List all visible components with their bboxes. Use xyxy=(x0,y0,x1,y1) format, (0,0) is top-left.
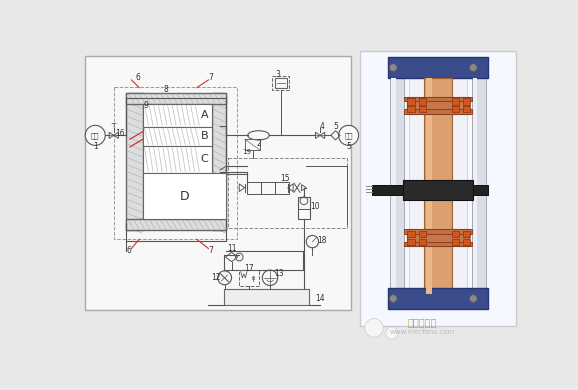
Text: 7: 7 xyxy=(208,246,213,255)
Text: 6: 6 xyxy=(135,73,140,82)
Text: 9: 9 xyxy=(144,101,149,110)
Bar xyxy=(275,182,288,194)
Bar xyxy=(462,106,470,112)
Text: ⊤: ⊤ xyxy=(110,123,117,129)
Bar xyxy=(452,239,460,245)
Circle shape xyxy=(85,125,105,145)
Bar xyxy=(261,182,275,194)
Bar xyxy=(473,184,488,195)
Bar xyxy=(126,93,143,230)
Bar xyxy=(212,93,226,230)
Bar xyxy=(388,288,488,309)
Bar xyxy=(452,106,460,112)
Bar xyxy=(244,139,260,150)
Text: www.elecfans.com: www.elecfans.com xyxy=(390,330,455,335)
Text: 5: 5 xyxy=(346,142,351,151)
Bar xyxy=(404,242,472,246)
Text: C: C xyxy=(201,154,209,164)
Bar xyxy=(418,98,427,105)
Text: 17: 17 xyxy=(244,264,254,273)
Text: 12: 12 xyxy=(212,273,221,282)
Bar xyxy=(452,231,460,237)
Bar xyxy=(404,229,472,234)
Bar xyxy=(472,78,486,294)
Text: 5: 5 xyxy=(333,122,338,131)
Text: 11: 11 xyxy=(227,244,236,253)
Text: 2: 2 xyxy=(256,138,261,147)
Bar xyxy=(462,98,470,105)
Bar xyxy=(143,173,226,219)
Text: A: A xyxy=(201,110,209,121)
Bar xyxy=(407,106,415,112)
Circle shape xyxy=(469,295,477,302)
Text: 15: 15 xyxy=(281,174,290,183)
Bar xyxy=(407,98,415,105)
Text: 7: 7 xyxy=(208,73,213,82)
Bar xyxy=(114,87,237,239)
Text: D: D xyxy=(180,190,190,203)
Bar xyxy=(143,127,212,146)
Bar xyxy=(403,180,473,200)
Bar xyxy=(224,289,309,305)
Text: 进气: 进气 xyxy=(91,132,99,139)
Circle shape xyxy=(339,125,358,145)
Bar xyxy=(391,78,395,294)
Text: 1: 1 xyxy=(93,142,98,151)
Bar xyxy=(409,78,467,288)
Circle shape xyxy=(469,64,477,71)
Bar xyxy=(407,97,469,114)
Text: 4: 4 xyxy=(319,122,324,131)
Bar xyxy=(452,98,460,105)
Bar xyxy=(424,78,452,294)
Bar xyxy=(418,231,427,237)
Text: 14: 14 xyxy=(315,294,325,303)
Bar xyxy=(126,219,226,230)
Circle shape xyxy=(390,295,397,302)
Bar xyxy=(275,78,287,88)
Bar xyxy=(126,93,226,104)
Bar xyxy=(143,146,212,173)
Bar xyxy=(418,106,427,112)
Text: 18: 18 xyxy=(317,236,327,245)
Bar xyxy=(407,229,469,246)
Bar xyxy=(390,78,404,294)
Text: ↟: ↟ xyxy=(250,275,257,284)
Bar xyxy=(360,51,516,326)
Text: 3: 3 xyxy=(275,70,280,79)
Bar xyxy=(407,239,415,245)
Bar xyxy=(372,184,403,195)
Text: 排气: 排气 xyxy=(344,132,353,139)
Bar xyxy=(85,56,351,310)
Bar xyxy=(239,270,260,285)
Bar xyxy=(473,78,477,294)
Bar xyxy=(247,182,261,194)
Bar xyxy=(404,97,472,101)
Bar xyxy=(404,109,472,114)
Bar xyxy=(228,158,347,228)
Text: 8: 8 xyxy=(164,85,168,94)
Bar xyxy=(298,197,310,218)
Circle shape xyxy=(390,64,397,71)
Bar xyxy=(143,104,212,127)
Bar xyxy=(418,239,427,245)
Bar xyxy=(407,231,415,237)
Text: 13: 13 xyxy=(275,269,284,278)
Text: 16: 16 xyxy=(115,129,125,138)
Text: 19: 19 xyxy=(242,149,251,154)
Text: 10: 10 xyxy=(310,202,320,211)
Bar xyxy=(462,231,470,237)
Text: 6: 6 xyxy=(127,246,132,255)
Bar xyxy=(388,57,488,78)
Bar xyxy=(272,76,290,90)
Bar xyxy=(425,78,432,294)
Text: B: B xyxy=(201,131,209,141)
Text: 电子发烧友: 电子发烧友 xyxy=(408,317,437,328)
Circle shape xyxy=(365,319,383,337)
Bar xyxy=(462,239,470,245)
Circle shape xyxy=(386,327,398,339)
